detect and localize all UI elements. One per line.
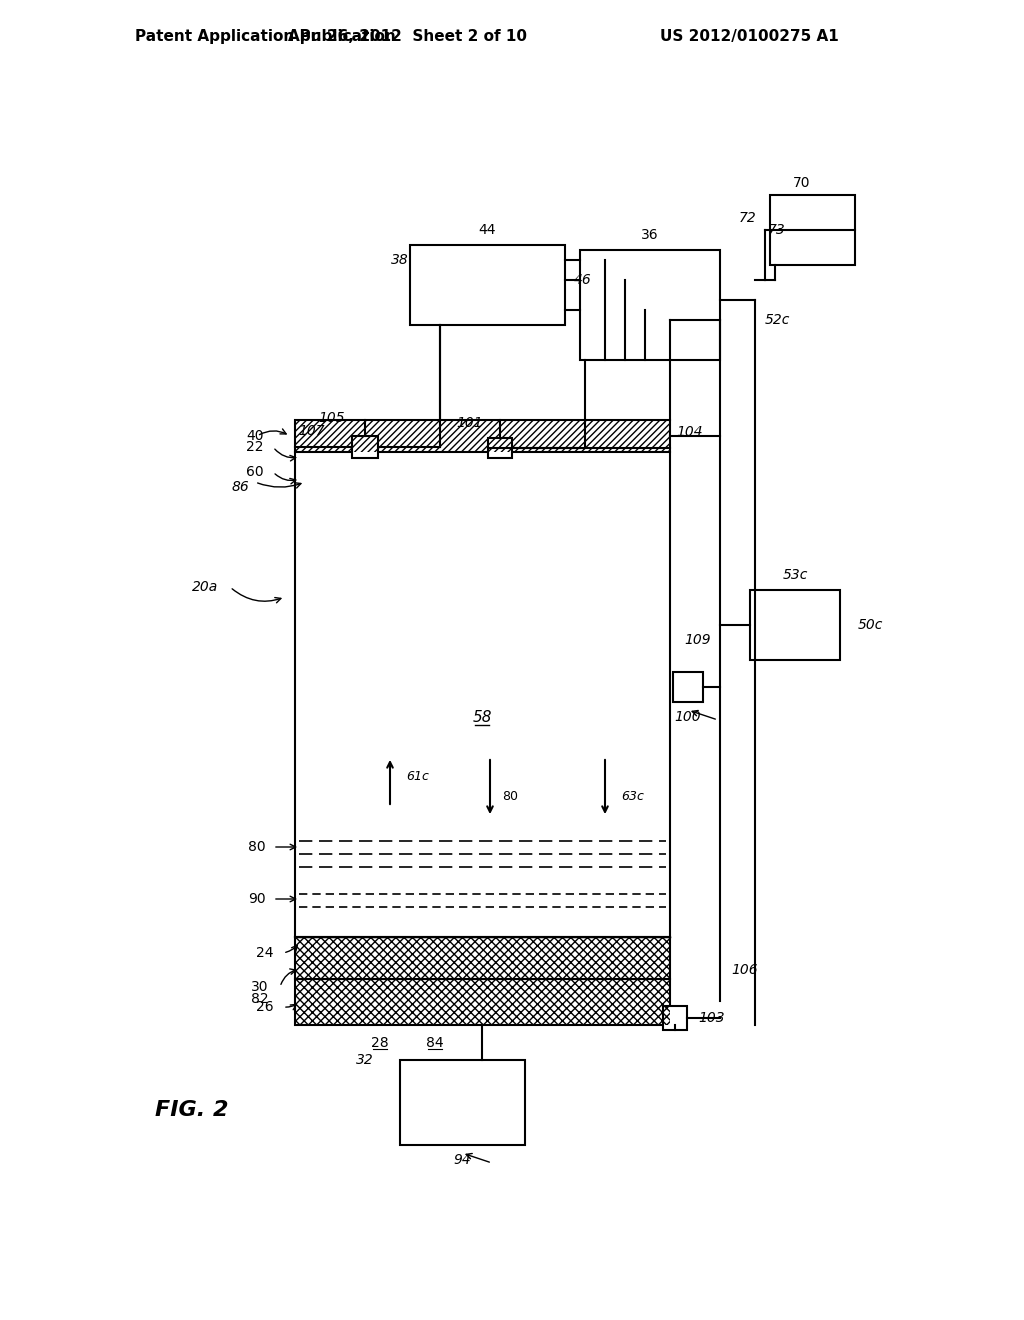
Text: 36: 36 bbox=[641, 228, 658, 242]
Text: 61c: 61c bbox=[407, 771, 429, 784]
Bar bbox=[295, 937, 670, 979]
Bar bbox=[488, 438, 512, 458]
Text: 44: 44 bbox=[478, 223, 496, 238]
Bar bbox=[400, 1060, 525, 1144]
Text: 63c: 63c bbox=[622, 791, 644, 804]
Bar bbox=[663, 1006, 687, 1030]
Text: 72: 72 bbox=[739, 211, 757, 224]
Bar bbox=[352, 436, 378, 458]
Text: 53c: 53c bbox=[782, 568, 808, 582]
Text: 106: 106 bbox=[732, 964, 759, 977]
Text: 109: 109 bbox=[685, 634, 712, 647]
Text: 60: 60 bbox=[246, 465, 264, 479]
Text: 86: 86 bbox=[231, 480, 249, 494]
Bar bbox=[295, 420, 670, 451]
Text: 105: 105 bbox=[318, 411, 345, 425]
Bar bbox=[295, 979, 670, 1026]
Text: 26: 26 bbox=[256, 1001, 273, 1014]
Text: 22: 22 bbox=[246, 440, 264, 454]
Text: 101: 101 bbox=[457, 416, 483, 430]
Text: 103: 103 bbox=[698, 1011, 725, 1026]
Text: 90: 90 bbox=[248, 892, 266, 906]
Text: 104: 104 bbox=[677, 425, 703, 440]
Text: US 2012/0100275 A1: US 2012/0100275 A1 bbox=[660, 29, 839, 45]
Text: 38: 38 bbox=[391, 253, 409, 267]
Text: 82: 82 bbox=[251, 993, 269, 1006]
Text: 50c: 50c bbox=[857, 618, 883, 632]
Text: 70: 70 bbox=[794, 176, 811, 190]
Text: 32: 32 bbox=[356, 1053, 374, 1067]
Text: 40: 40 bbox=[246, 429, 264, 444]
Text: Patent Application Publication: Patent Application Publication bbox=[135, 29, 395, 45]
Bar bbox=[673, 672, 703, 702]
Text: 107: 107 bbox=[299, 424, 326, 438]
Text: 58: 58 bbox=[472, 710, 492, 725]
Text: 80: 80 bbox=[248, 840, 266, 854]
Text: Apr. 26, 2012  Sheet 2 of 10: Apr. 26, 2012 Sheet 2 of 10 bbox=[289, 29, 527, 45]
Bar bbox=[295, 420, 670, 451]
Bar bbox=[750, 590, 840, 660]
Text: 100: 100 bbox=[675, 710, 701, 723]
Text: 94: 94 bbox=[454, 1152, 471, 1167]
Bar bbox=[770, 195, 855, 265]
Text: 84: 84 bbox=[426, 1036, 443, 1049]
Bar bbox=[410, 246, 565, 325]
Text: 52c: 52c bbox=[764, 313, 790, 327]
Bar bbox=[295, 979, 670, 1026]
Text: 73: 73 bbox=[768, 223, 785, 238]
Text: 24: 24 bbox=[256, 946, 273, 960]
Bar bbox=[580, 249, 720, 360]
Text: 30: 30 bbox=[251, 979, 268, 994]
Text: FIG. 2: FIG. 2 bbox=[155, 1100, 228, 1119]
Text: 46: 46 bbox=[574, 273, 592, 286]
Text: 80: 80 bbox=[502, 791, 518, 804]
Text: 28: 28 bbox=[371, 1036, 389, 1049]
Text: 20a: 20a bbox=[191, 579, 218, 594]
Bar bbox=[295, 937, 670, 979]
